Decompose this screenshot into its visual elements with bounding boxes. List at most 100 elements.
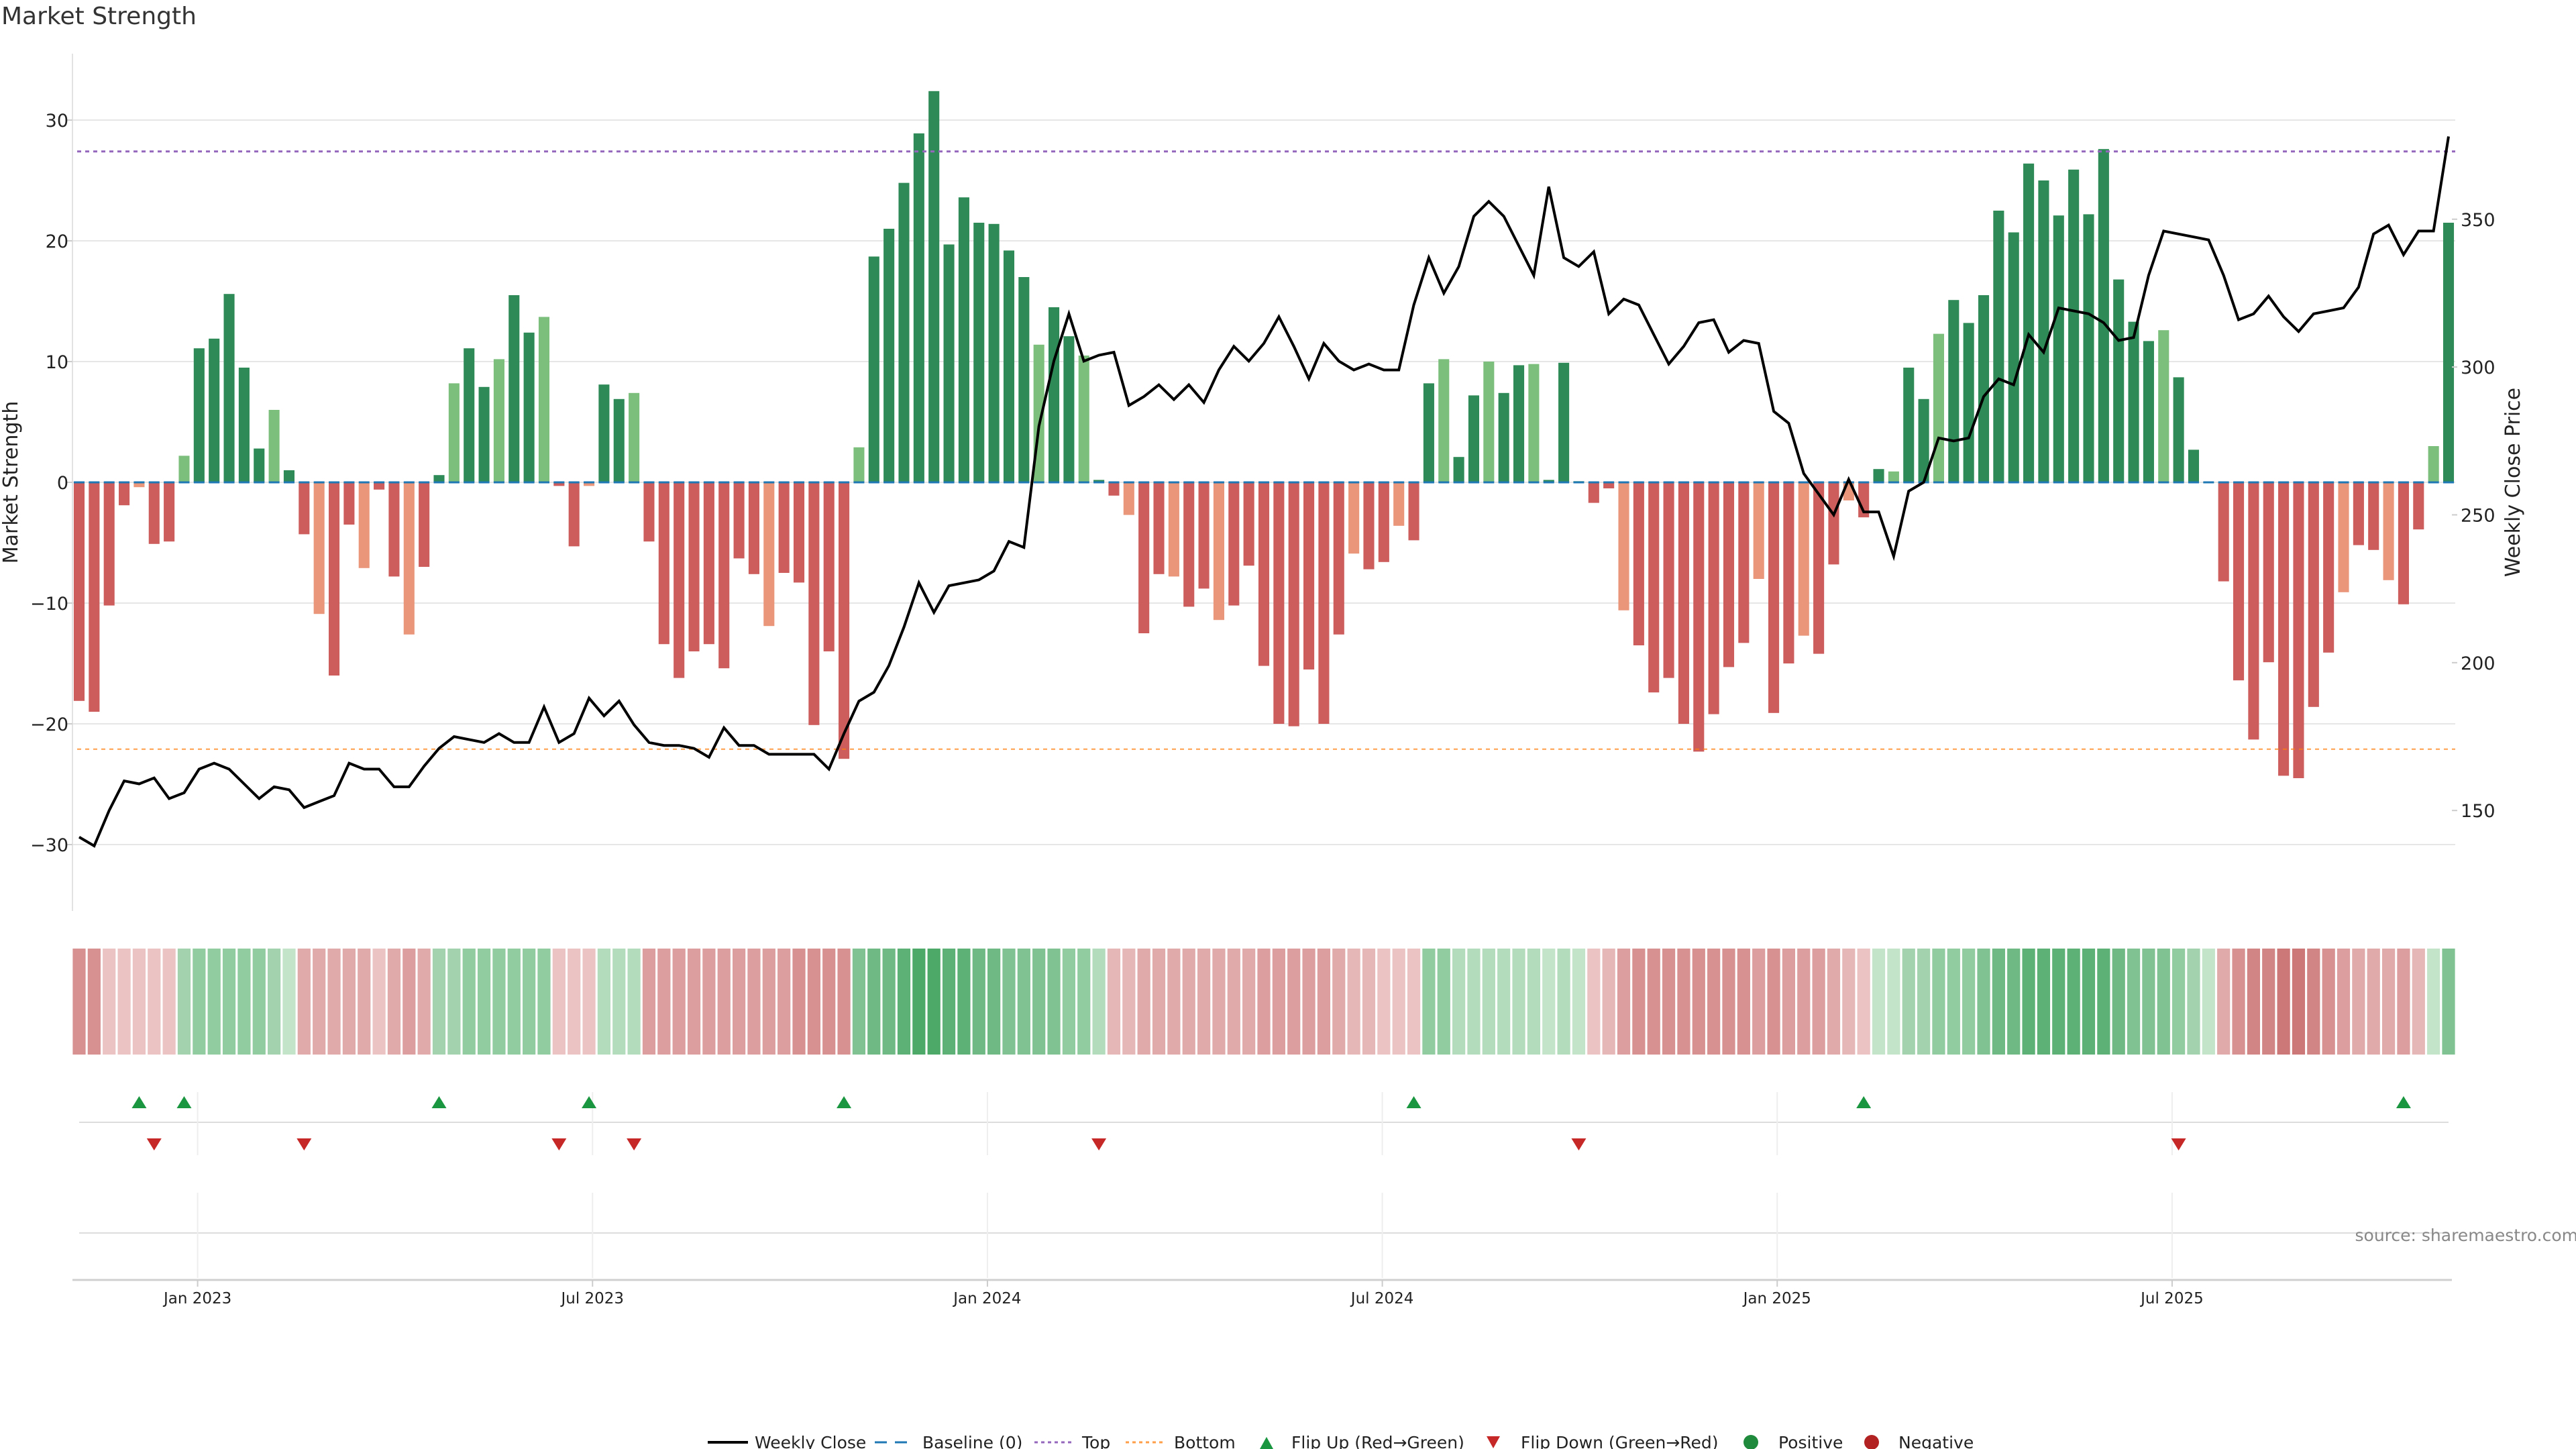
legend-negative-icon	[1864, 1435, 1879, 1449]
strength-bar	[2038, 180, 2049, 482]
strength-bar	[2338, 482, 2349, 592]
strip-cell	[717, 949, 731, 1055]
strength-bar	[268, 410, 280, 482]
strength-bar	[178, 455, 190, 482]
strip-cell	[252, 949, 266, 1055]
flip-up-marker	[2396, 1096, 2411, 1108]
strength-bar	[2443, 223, 2455, 482]
strip-cell	[942, 949, 956, 1055]
strength-bar	[988, 223, 1000, 482]
strip-cell	[2442, 949, 2455, 1055]
strip-cell	[117, 949, 131, 1055]
strength-bar	[629, 392, 640, 482]
strip-cell	[1827, 949, 1841, 1055]
strip-cell	[282, 949, 296, 1055]
strip-cell	[1407, 949, 1421, 1055]
strip-cell	[1797, 949, 1811, 1055]
strength-bar	[2188, 449, 2200, 482]
strength-bar	[523, 332, 535, 482]
strength-bar	[433, 475, 445, 482]
y-tick-label: 10	[46, 352, 68, 373]
strength-bar	[89, 482, 100, 712]
strip-cell	[507, 949, 521, 1055]
strip-cell	[1212, 949, 1226, 1055]
strip-cell	[552, 949, 566, 1055]
strength-bar	[658, 482, 669, 645]
strip-cell	[1107, 949, 1121, 1055]
strip-cell	[1707, 949, 1721, 1055]
strength-bar	[1108, 482, 1120, 496]
strip-cell	[72, 949, 86, 1055]
strength-bar	[1513, 365, 1525, 482]
strength-bar	[2428, 446, 2439, 482]
y-tick-label: −10	[30, 594, 68, 614]
strength-bar	[553, 482, 565, 486]
strength-bar	[2353, 482, 2364, 545]
strip-cell	[177, 949, 191, 1055]
strength-bar	[1438, 359, 1450, 482]
strength-bar	[688, 482, 700, 651]
strip-cell	[1542, 949, 1556, 1055]
legend-item-baseline: Baseline (0)	[875, 1433, 1022, 1449]
strength-bar	[1798, 482, 1809, 636]
strip-cell	[2052, 949, 2065, 1055]
strip-cell	[1512, 949, 1525, 1055]
strip-cell	[972, 949, 985, 1055]
strength-bar	[1198, 482, 1210, 589]
strength-bar	[568, 482, 580, 547]
strength-bar	[283, 470, 295, 482]
legend-item-flip-up: Flip Up (Red→Green)	[1260, 1433, 1464, 1449]
strength-bar	[1258, 482, 1270, 666]
strength-bar	[2173, 377, 2184, 482]
strip-cell	[867, 949, 881, 1055]
strip-cell	[792, 949, 806, 1055]
strength-bar	[2383, 482, 2394, 580]
flip-down-marker	[1091, 1138, 1107, 1150]
strength-bar	[388, 482, 400, 577]
legend-item-weekly-close: Weekly Close	[708, 1433, 866, 1449]
strip-cell	[1257, 949, 1271, 1055]
strip-cell	[1947, 949, 1960, 1055]
strip-cell	[2277, 949, 2290, 1055]
strip-cell	[702, 949, 716, 1055]
strip-cell	[477, 949, 491, 1055]
strip-cell	[927, 949, 941, 1055]
strip-cell	[1887, 949, 1900, 1055]
strength-bar	[133, 482, 145, 488]
strip-cell	[2232, 949, 2245, 1055]
strip-cell	[162, 949, 176, 1055]
strength-bar	[1693, 482, 1705, 752]
strength-bar	[1933, 333, 1944, 482]
strip-cell	[1362, 949, 1376, 1055]
left-y-axis: −30 −20 −10 0 10 20 30	[30, 111, 72, 856]
flip-up-marker	[582, 1096, 597, 1108]
strip-cell	[1632, 949, 1646, 1055]
strip-cell	[2127, 949, 2141, 1055]
strength-bar	[1633, 482, 1644, 645]
strength-bar	[1333, 482, 1344, 635]
strength-bar	[254, 448, 265, 482]
strength-bar	[1873, 469, 1884, 482]
strip-cell	[1872, 949, 1886, 1055]
strength-bar	[1588, 482, 1599, 503]
strip-cell	[297, 949, 311, 1055]
strip-cell	[1722, 949, 1735, 1055]
strip-cell	[1392, 949, 1405, 1055]
strength-bar	[148, 482, 160, 544]
x-tick-label: Jan 2023	[162, 1290, 231, 1307]
strip-cell	[642, 949, 656, 1055]
strip-cell	[1992, 949, 2005, 1055]
y-tick-label: 20	[46, 231, 68, 252]
strength-bar	[1228, 482, 1240, 606]
strength-bar	[2068, 169, 2080, 483]
legend-negative-label: Negative	[1898, 1433, 1974, 1449]
flip-down-marker	[2171, 1138, 2186, 1150]
strength-bar	[1903, 368, 1915, 482]
strength-bar	[1828, 482, 1839, 565]
strength-bar	[1453, 457, 1464, 482]
strip-cell	[2142, 949, 2155, 1055]
strength-bar	[928, 91, 940, 483]
strip-cell	[1782, 949, 1796, 1055]
strip-cell	[2097, 949, 2110, 1055]
strength-bar	[374, 482, 385, 490]
